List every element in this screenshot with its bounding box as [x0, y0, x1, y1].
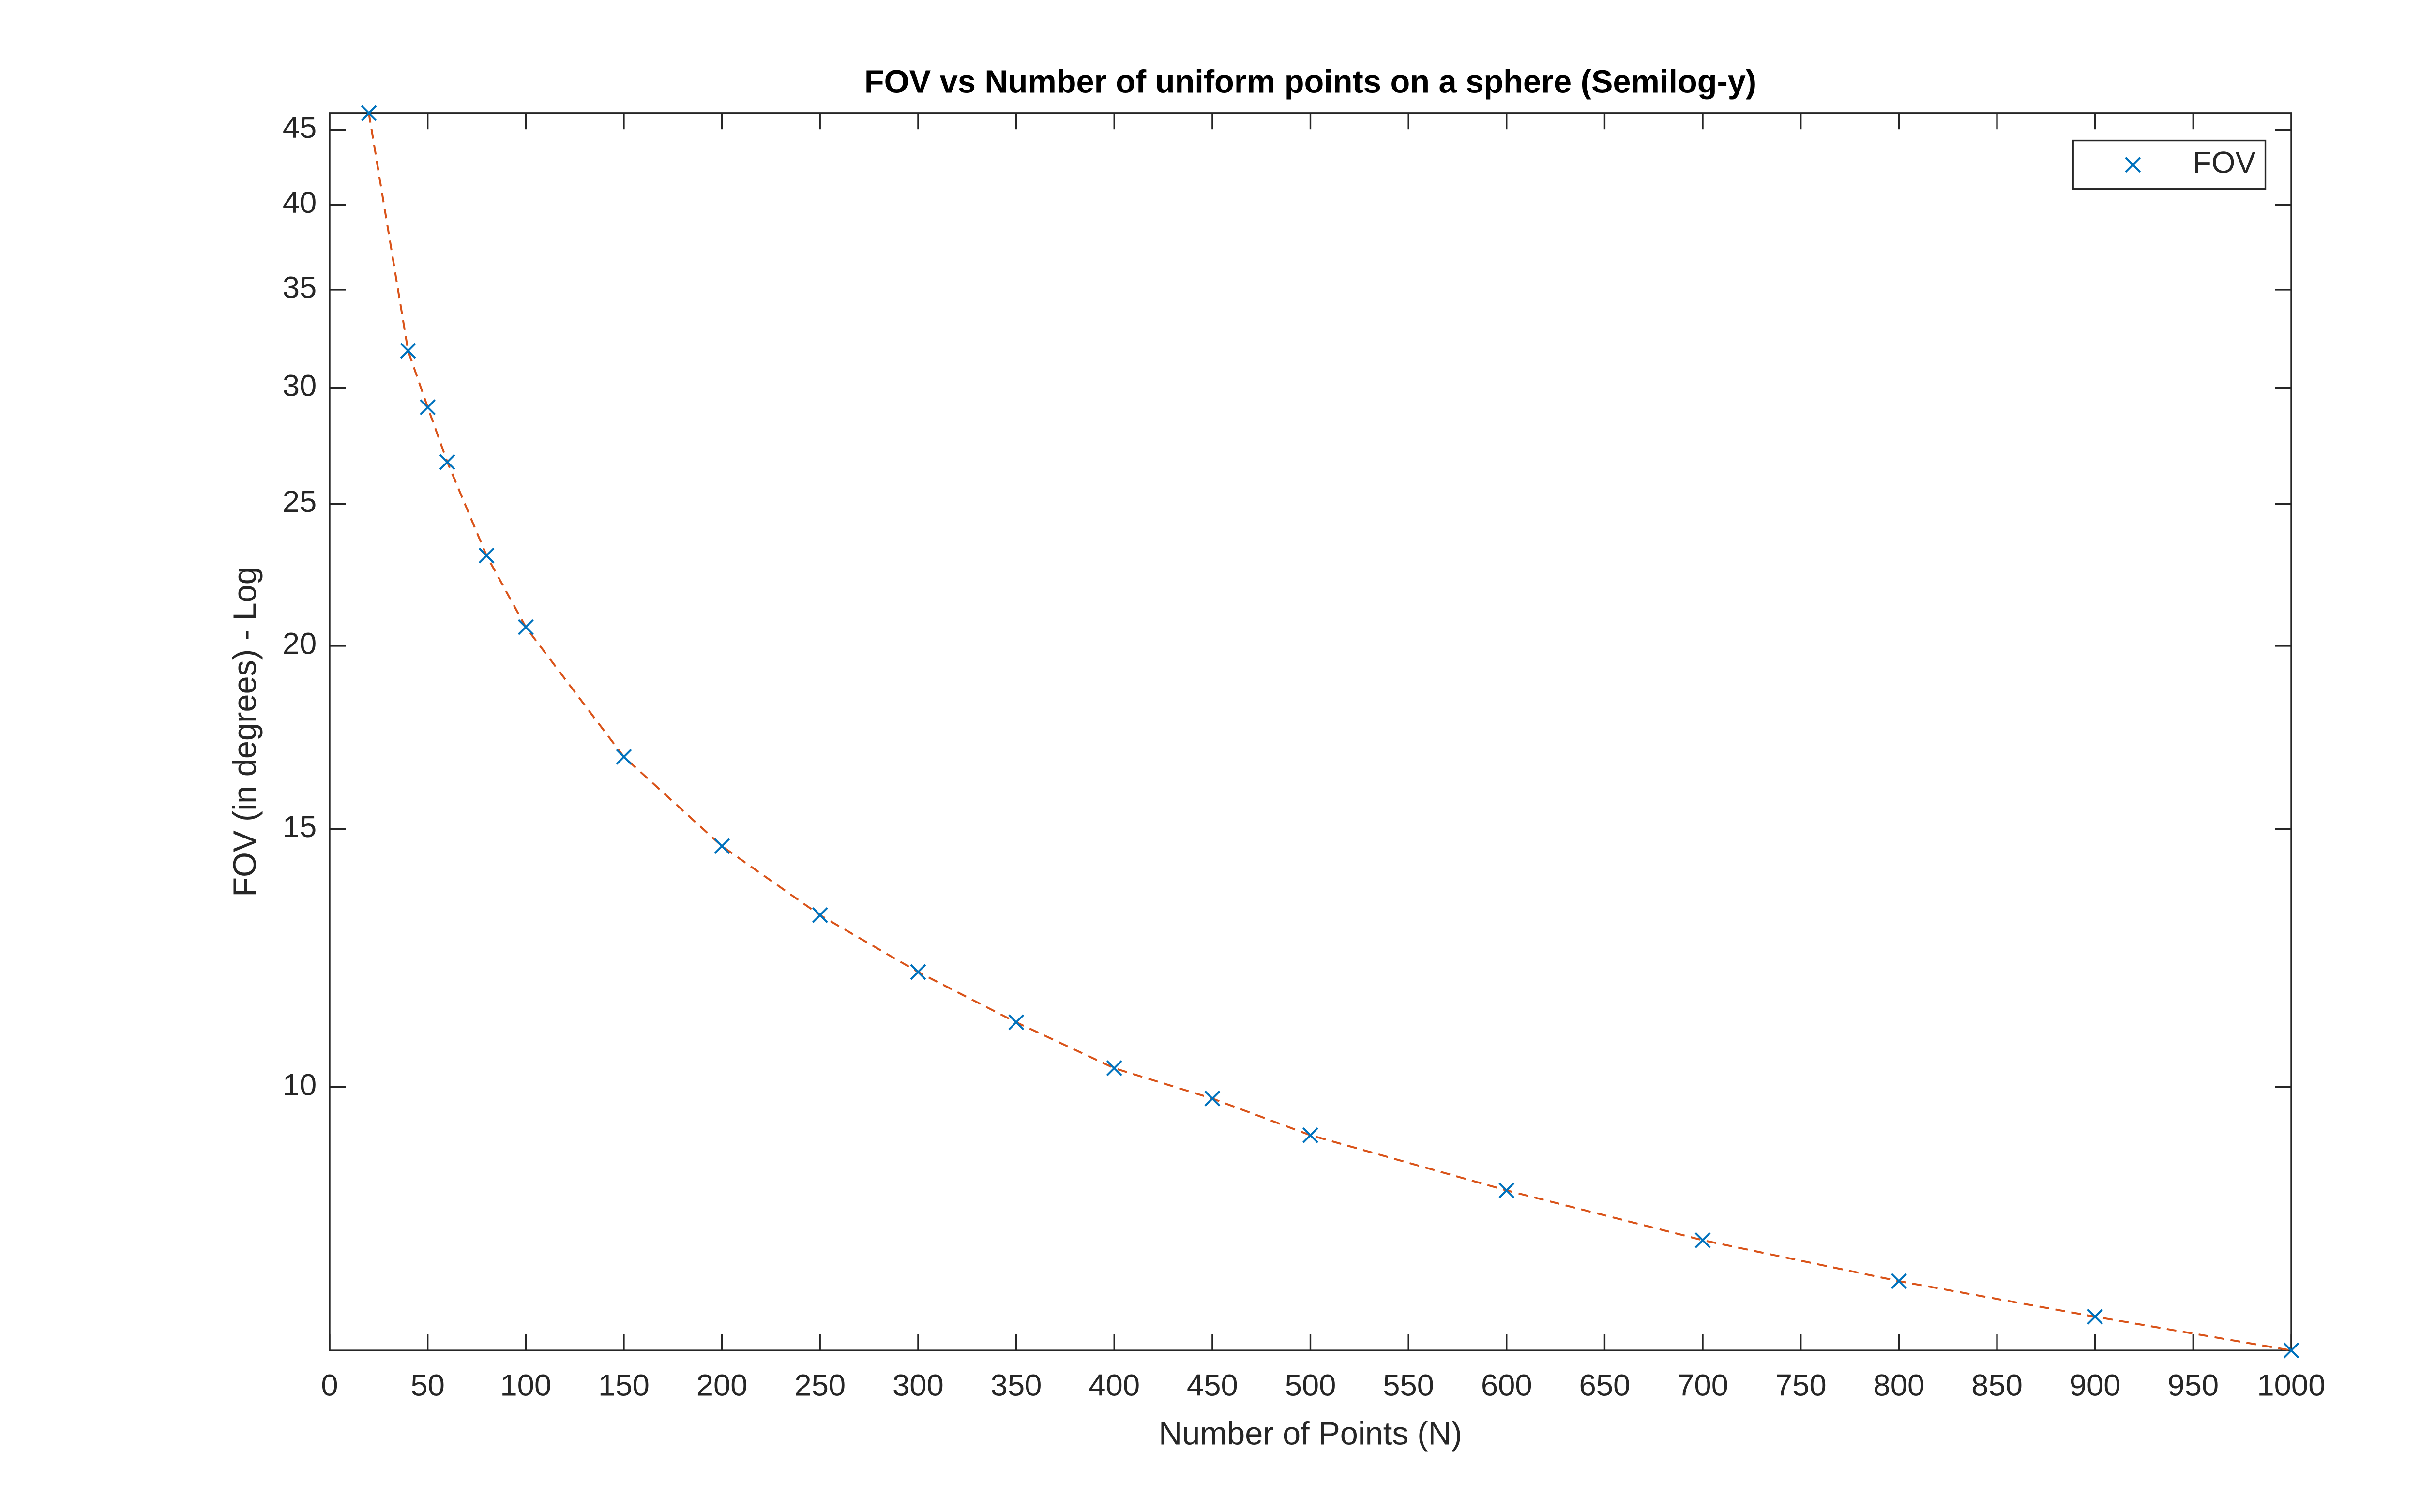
x-tick-label: 950 — [2167, 1369, 2219, 1403]
marker — [420, 399, 436, 416]
y-tick-label: 25 — [283, 485, 317, 519]
legend-box — [2072, 139, 2267, 190]
y-tick-label: 10 — [283, 1068, 317, 1102]
marker — [1204, 1091, 1221, 1107]
x-tick-label: 250 — [794, 1369, 846, 1403]
x-tick-label: 100 — [500, 1369, 551, 1403]
marker — [2087, 1308, 2103, 1325]
x-tick-label: 750 — [1775, 1369, 1827, 1403]
x-tick-label: 650 — [1579, 1369, 1631, 1403]
marker — [910, 964, 926, 980]
y-axis-label: FOV (in degrees) - Log — [227, 567, 263, 897]
x-tick-label: 1000 — [2257, 1369, 2325, 1403]
x-tick-label: 350 — [991, 1369, 1042, 1403]
x-tick-label: 850 — [1971, 1369, 2023, 1403]
legend-marker — [2125, 157, 2141, 173]
marker — [1891, 1273, 1907, 1289]
x-tick-label: 0 — [321, 1369, 338, 1403]
marker — [2283, 1342, 2299, 1359]
y-tick-label: 35 — [283, 271, 317, 305]
x-axis-label: Number of Points (N) — [1159, 1416, 1462, 1452]
marker — [400, 343, 416, 359]
x-tick-label: 400 — [1089, 1369, 1140, 1403]
marker — [1106, 1060, 1122, 1077]
y-tick-label: 15 — [283, 810, 317, 844]
marker — [1694, 1232, 1711, 1248]
x-tick-label: 150 — [598, 1369, 650, 1403]
marker — [1498, 1182, 1515, 1198]
x-tick-label: 900 — [2070, 1369, 2121, 1403]
x-tick-label: 450 — [1187, 1369, 1238, 1403]
marker — [812, 907, 828, 923]
x-tick-label: 200 — [696, 1369, 748, 1403]
x-tick-label: 300 — [892, 1369, 944, 1403]
chart-title: FOV vs Number of uniform points on a sph… — [864, 64, 1756, 100]
x-tick-label: 800 — [1873, 1369, 1924, 1403]
marker — [439, 454, 455, 470]
legend-label: FOV — [2193, 146, 2256, 180]
marker — [1008, 1014, 1024, 1031]
y-tick-label: 40 — [283, 186, 317, 220]
y-tick-label: 30 — [283, 369, 317, 403]
x-tick-label: 600 — [1481, 1369, 1532, 1403]
marker — [478, 547, 495, 564]
y-tick-label: 45 — [283, 111, 317, 145]
marker — [517, 619, 534, 635]
marker — [1302, 1127, 1318, 1143]
x-tick-label: 700 — [1677, 1369, 1728, 1403]
marker — [361, 105, 377, 121]
plot-area — [329, 112, 2292, 1351]
x-tick-label: 50 — [410, 1369, 445, 1403]
marker — [714, 838, 730, 854]
x-tick-label: 550 — [1383, 1369, 1434, 1403]
marker — [616, 749, 632, 765]
y-tick-label: 20 — [283, 627, 317, 661]
x-tick-label: 500 — [1285, 1369, 1336, 1403]
